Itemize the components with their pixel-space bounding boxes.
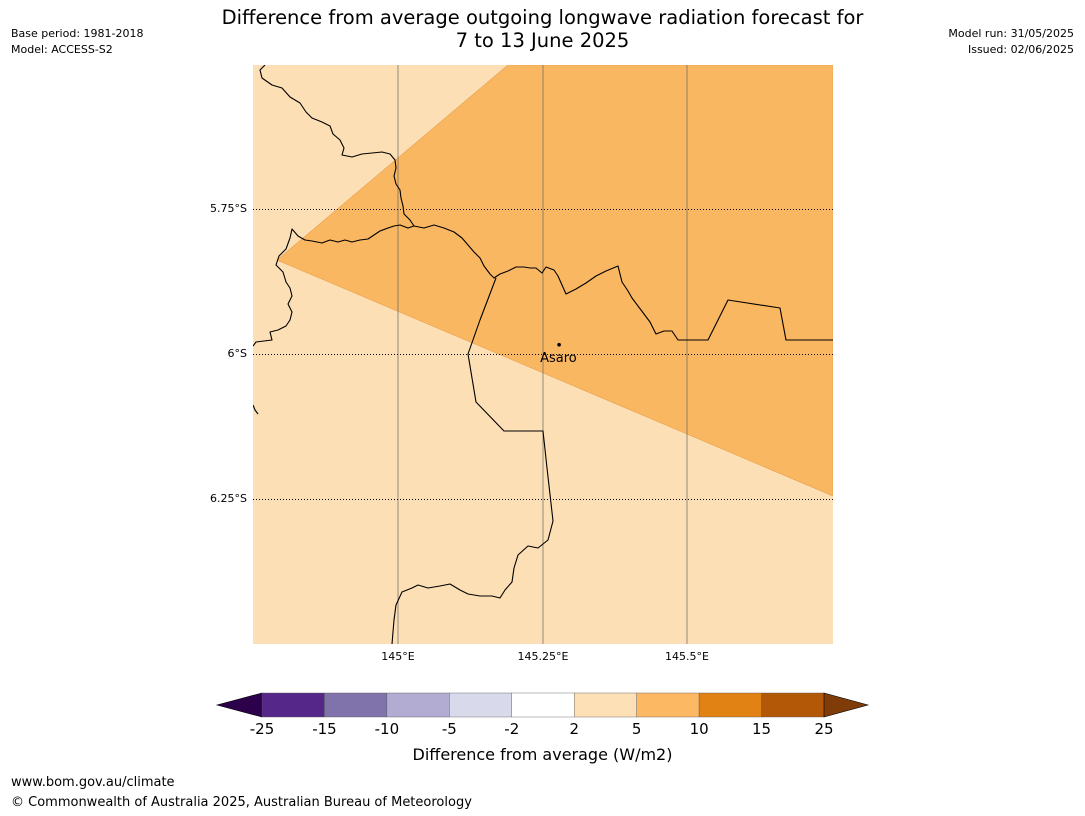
province-boundary-east (413, 224, 833, 341)
colorbar-tick-label: -2 (504, 720, 520, 738)
model-name: Model: ACCESS-S2 (11, 43, 113, 56)
colorbar-tick-label: 10 (689, 720, 709, 738)
map-area (253, 65, 833, 644)
footer-url: www.bom.gov.au/climate (11, 775, 175, 790)
colorbar-over-extension (823, 692, 870, 718)
asaro-marker (557, 342, 561, 347)
meta-left: Base period: 1981-2018 Model: ACCESS-S2 (11, 26, 143, 58)
region-5-to-10 (276, 65, 833, 497)
meta-right: Model run: 31/05/2025 Issued: 02/06/2025 (948, 26, 1074, 58)
colorbar-tick-label: -25 (249, 720, 275, 738)
base-period: Base period: 1981-2018 (11, 27, 144, 40)
colorbar (215, 692, 870, 718)
colorbar-segment-0 (261, 692, 325, 718)
province-boundary-north (253, 65, 415, 347)
colorbar-label: Difference from average (W/m2) (412, 745, 673, 764)
colorbar-tick-label: 2 (569, 720, 579, 738)
colorbar-tick-label: -10 (374, 720, 400, 738)
lat-label-6s: 6°S (227, 347, 247, 360)
colorbar-segment-1 (324, 692, 388, 718)
colorbar-segment-3 (449, 692, 512, 718)
boundary-fragment-west (253, 404, 259, 415)
model-run: Model run: 31/05/2025 (948, 27, 1074, 40)
title-line-1: Difference from average outgoing longwav… (221, 6, 864, 29)
gridlines (253, 65, 833, 644)
chart-title: Difference from average outgoing longwav… (0, 6, 1085, 52)
colorbar-segment-4 (511, 692, 575, 718)
colorbar-tick-label: 15 (752, 720, 772, 738)
colorbar-segment-6 (636, 692, 700, 718)
title-line-2: 7 to 13 June 2025 (455, 29, 630, 52)
boundaries (253, 65, 833, 644)
lat-label-6-25s: 6.25°S (210, 492, 247, 505)
colorbar-ticks: -25 -15 -10 -5 -2 2 5 10 15 25 (0, 720, 1085, 740)
issued-date: Issued: 02/06/2025 (967, 43, 1074, 56)
footer-copyright: © Commonwealth of Australia 2025, Austra… (11, 795, 472, 810)
province-boundary-south (391, 277, 554, 644)
lat-label-5-75s: 5.75°S (210, 202, 247, 215)
place-label-asaro: Asaro (540, 350, 577, 366)
colorbar-segment-7 (698, 692, 762, 718)
colorbar-under-extension (215, 692, 263, 718)
colorbar-tick-label: -15 (312, 720, 337, 738)
lon-label-145e: 145°E (381, 650, 415, 663)
colorbar-tick-label: 5 (631, 720, 642, 738)
colorbar-segment-2 (386, 692, 450, 718)
colorbar-tick-label: -5 (441, 720, 457, 738)
lon-label-145-5e: 145.5°E (665, 650, 709, 663)
lon-label-145-25e: 145.25°E (517, 650, 569, 663)
colorbar-tick-label: 25 (814, 720, 834, 738)
colorbar-segment-5 (574, 692, 637, 718)
colorbar-segment-8 (761, 692, 825, 718)
